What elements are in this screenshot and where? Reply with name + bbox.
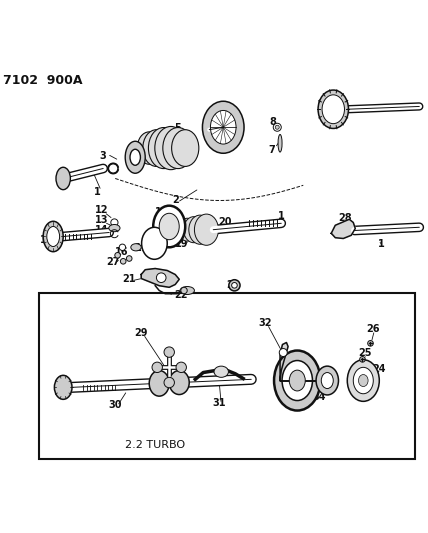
- Text: 1: 1: [94, 188, 101, 197]
- Text: 2.2 TURBO: 2.2 TURBO: [125, 440, 185, 449]
- Ellipse shape: [47, 227, 59, 246]
- Text: 34: 34: [312, 392, 326, 401]
- FancyBboxPatch shape: [39, 293, 415, 458]
- Ellipse shape: [318, 90, 348, 128]
- Text: 33: 33: [285, 392, 298, 401]
- Circle shape: [360, 357, 365, 362]
- Text: 24: 24: [372, 364, 386, 374]
- Ellipse shape: [164, 347, 175, 357]
- Ellipse shape: [149, 370, 169, 396]
- Circle shape: [108, 164, 118, 173]
- Polygon shape: [331, 219, 355, 238]
- Text: 17: 17: [134, 244, 148, 254]
- Circle shape: [275, 125, 279, 130]
- Text: 3: 3: [100, 151, 107, 161]
- Text: 21: 21: [122, 274, 136, 284]
- Ellipse shape: [172, 130, 199, 166]
- Circle shape: [229, 280, 240, 291]
- Ellipse shape: [214, 366, 229, 377]
- Circle shape: [181, 287, 187, 294]
- Text: 1: 1: [378, 239, 385, 249]
- Text: 6: 6: [222, 114, 229, 124]
- Text: 26: 26: [366, 324, 380, 334]
- Ellipse shape: [322, 95, 345, 124]
- Text: 12: 12: [95, 206, 108, 215]
- Circle shape: [126, 256, 132, 261]
- Ellipse shape: [180, 287, 194, 295]
- Ellipse shape: [169, 370, 189, 394]
- Ellipse shape: [176, 362, 187, 373]
- Text: 5: 5: [174, 124, 181, 133]
- Ellipse shape: [202, 101, 244, 154]
- Polygon shape: [141, 269, 179, 287]
- Text: 15: 15: [155, 207, 168, 217]
- Ellipse shape: [282, 360, 312, 400]
- Ellipse shape: [152, 362, 162, 373]
- Ellipse shape: [43, 221, 63, 252]
- Circle shape: [115, 253, 120, 258]
- Ellipse shape: [131, 244, 141, 251]
- Ellipse shape: [289, 370, 305, 391]
- Ellipse shape: [142, 227, 167, 259]
- Text: 31: 31: [212, 398, 226, 408]
- Circle shape: [232, 282, 237, 288]
- Text: 9: 9: [318, 100, 325, 109]
- Ellipse shape: [149, 127, 179, 168]
- Ellipse shape: [143, 130, 170, 166]
- Ellipse shape: [184, 217, 204, 243]
- Text: 25: 25: [359, 348, 372, 358]
- Text: 23: 23: [226, 279, 240, 289]
- Text: 29: 29: [134, 327, 148, 337]
- Ellipse shape: [164, 377, 175, 387]
- Text: 16: 16: [114, 247, 128, 257]
- Text: 8: 8: [270, 117, 276, 127]
- Ellipse shape: [178, 218, 196, 241]
- Ellipse shape: [109, 224, 120, 232]
- Text: 13: 13: [95, 215, 108, 225]
- Ellipse shape: [153, 206, 185, 247]
- Ellipse shape: [130, 149, 140, 165]
- Ellipse shape: [125, 141, 145, 173]
- Ellipse shape: [211, 110, 236, 144]
- Circle shape: [273, 123, 281, 131]
- Ellipse shape: [155, 126, 187, 169]
- Circle shape: [111, 219, 118, 226]
- Text: 19: 19: [175, 239, 188, 249]
- Ellipse shape: [316, 366, 339, 395]
- Ellipse shape: [353, 367, 373, 394]
- Ellipse shape: [56, 167, 70, 190]
- Circle shape: [279, 349, 287, 357]
- Ellipse shape: [274, 351, 321, 410]
- Text: 7102  900A: 7102 900A: [3, 74, 83, 87]
- Ellipse shape: [194, 214, 218, 245]
- Polygon shape: [280, 343, 288, 381]
- Text: 28: 28: [339, 214, 352, 223]
- Circle shape: [368, 341, 373, 346]
- Text: 22: 22: [175, 289, 188, 300]
- Text: 2: 2: [172, 196, 178, 206]
- Ellipse shape: [189, 215, 211, 244]
- Text: 32: 32: [259, 318, 272, 327]
- Text: 4: 4: [134, 141, 140, 151]
- Ellipse shape: [137, 132, 161, 164]
- Text: 30: 30: [108, 400, 122, 409]
- Ellipse shape: [347, 360, 379, 401]
- Text: 18: 18: [155, 244, 168, 254]
- Ellipse shape: [278, 134, 282, 152]
- Ellipse shape: [321, 373, 333, 389]
- Text: 11: 11: [40, 236, 54, 246]
- Ellipse shape: [159, 213, 179, 240]
- Ellipse shape: [163, 127, 193, 168]
- Text: 7: 7: [268, 146, 275, 156]
- Ellipse shape: [54, 375, 72, 399]
- Circle shape: [119, 244, 125, 251]
- Circle shape: [120, 259, 126, 264]
- Text: 20: 20: [218, 217, 232, 228]
- Text: 14: 14: [95, 225, 108, 236]
- Circle shape: [156, 273, 166, 282]
- Text: 1: 1: [278, 212, 285, 222]
- Text: 27: 27: [107, 257, 120, 268]
- Ellipse shape: [359, 375, 368, 386]
